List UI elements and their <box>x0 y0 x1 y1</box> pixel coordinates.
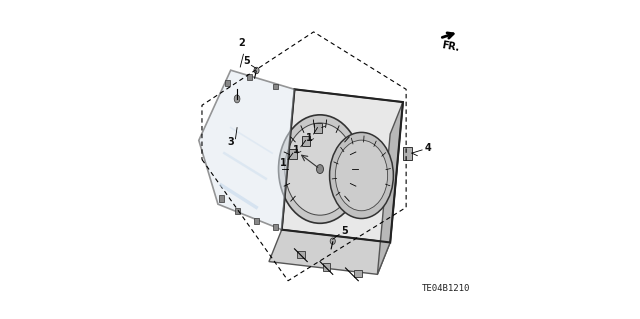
Ellipse shape <box>330 132 394 219</box>
Text: FR.: FR. <box>441 40 461 53</box>
Bar <box>403 147 412 160</box>
Ellipse shape <box>278 115 362 223</box>
Bar <box>273 224 278 230</box>
Ellipse shape <box>234 95 240 103</box>
Text: 1: 1 <box>305 133 312 143</box>
Polygon shape <box>378 102 403 274</box>
Bar <box>314 123 321 133</box>
Ellipse shape <box>330 238 335 244</box>
Bar <box>247 74 252 80</box>
Polygon shape <box>199 70 294 230</box>
Polygon shape <box>269 230 390 274</box>
Ellipse shape <box>317 165 323 174</box>
Bar <box>273 84 278 89</box>
Bar <box>289 149 297 159</box>
Bar <box>297 251 305 258</box>
Bar <box>323 263 330 271</box>
Text: 5: 5 <box>243 56 250 66</box>
Text: 2: 2 <box>239 38 245 48</box>
Text: 4: 4 <box>425 143 432 153</box>
Ellipse shape <box>254 67 259 74</box>
Text: 5: 5 <box>341 226 348 236</box>
Text: 3: 3 <box>227 137 234 147</box>
Text: TE04B1210: TE04B1210 <box>422 285 470 293</box>
Polygon shape <box>282 89 403 242</box>
Bar <box>225 80 230 86</box>
Bar <box>355 270 362 277</box>
Ellipse shape <box>335 140 388 211</box>
Ellipse shape <box>285 123 355 215</box>
Text: 1: 1 <box>292 145 300 155</box>
Bar <box>234 208 239 214</box>
Bar <box>302 136 310 146</box>
Text: 1: 1 <box>280 158 287 168</box>
Bar <box>253 218 259 224</box>
Bar <box>218 195 223 202</box>
